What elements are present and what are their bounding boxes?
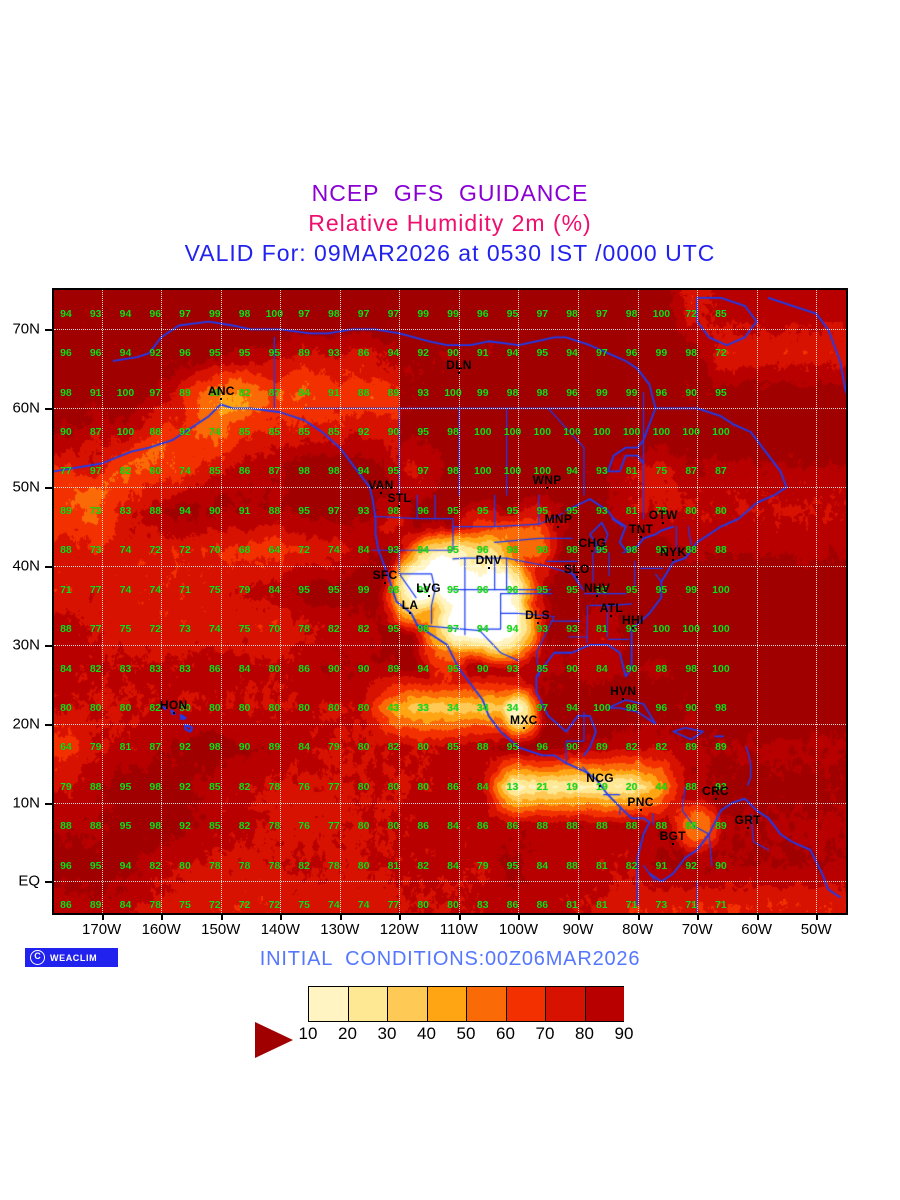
lon-tick-label: 80W (622, 921, 653, 938)
lat-tick (45, 408, 52, 411)
colorbar-tick-label: 80 (575, 1024, 594, 1043)
weaclim-label: WEACLIM (50, 952, 98, 963)
lon-tick-label: 100W (498, 921, 539, 938)
colorbar-segment[interactable] (466, 986, 506, 1022)
lon-tick (697, 913, 700, 920)
colorbar-segment[interactable] (426, 986, 466, 1022)
lon-tick (458, 913, 461, 920)
lat-tick-label: 20N (12, 715, 40, 733)
colorbar-tick-label: 10 (298, 1024, 318, 1043)
weaclim-logo: C WEACLIM (25, 948, 118, 967)
humidity-raster (54, 290, 846, 913)
colorbar-tick-label: 50 (456, 1024, 476, 1043)
lat-tick (45, 802, 52, 805)
lon-tick-label: 110W (439, 921, 478, 938)
lon-tick (220, 913, 223, 920)
lon-tick-label: 140W (260, 921, 300, 938)
lon-tick (280, 913, 283, 920)
lon-tick-label: 160W (141, 921, 181, 938)
lat-tick-label: 30N (12, 636, 40, 654)
lon-tick (756, 913, 759, 920)
lat-tick-label: 10N (12, 794, 40, 812)
colorbar[interactable]: 10 20 30 40 50 60 70 80 90 (255, 986, 675, 1058)
lat-tick-label: 60N (12, 399, 40, 417)
initial-conditions-label: INITIAL CONDITIONS:00Z06MAR2026 (259, 948, 641, 970)
lon-tick (161, 913, 164, 920)
lat-tick-label: 40N (12, 557, 40, 575)
lat-tick-label: EQ (18, 872, 40, 890)
lat-tick (45, 723, 52, 726)
lat-tick (45, 329, 52, 332)
lon-tick-label: 170W (82, 921, 122, 938)
lon-tick (518, 913, 521, 920)
valid-time-label: VALID For: 09MAR2026 at 0530 IST /0000 U… (184, 240, 716, 266)
colorbar-max-arrow (255, 1022, 675, 1058)
colorbar-segment[interactable] (505, 986, 545, 1022)
colorbar-segment[interactable] (545, 986, 585, 1022)
colorbar-tick-label: 70 (535, 1024, 555, 1043)
map-plot-area[interactable]: 94 93 94 96 97 99 98 100 97 98 97 97 99 99 96 95 97 98 97 9… (52, 288, 848, 915)
lon-tick-label: 150W (201, 921, 241, 938)
colorbar-min-arrow (255, 986, 675, 1022)
lon-tick-label: 90W (562, 921, 594, 938)
lon-tick-label: 130W (320, 921, 360, 938)
colorbar-tick-label: 20 (338, 1024, 357, 1043)
title-block: NCEP GFS GUIDANCE Relative Humidity 2m (… (0, 178, 900, 268)
lat-tick-label: 70N (12, 320, 40, 338)
lon-tick (101, 913, 104, 920)
lat-tick-label: 50N (12, 478, 40, 496)
colorbar-segment[interactable] (387, 986, 427, 1022)
lat-tick (45, 487, 52, 490)
lon-tick-label: 60W (741, 921, 773, 938)
lon-tick (578, 913, 581, 920)
lat-tick (45, 566, 52, 568)
copyright-icon: C (30, 950, 45, 965)
lat-tick (45, 881, 52, 884)
page-title: NCEP GFS GUIDANCE (311, 180, 589, 206)
colorbar-segments (308, 986, 624, 1022)
colorbar-segment[interactable] (584, 986, 624, 1022)
colorbar-tick-label: 90 (614, 1024, 634, 1043)
colorbar-tick-label: 40 (417, 1024, 436, 1043)
lon-tick-label: 120W (379, 921, 419, 938)
colorbar-tick-label: 30 (377, 1024, 397, 1043)
lon-tick (399, 913, 402, 920)
lon-tick-label: 50W (800, 921, 832, 938)
lon-tick (816, 913, 819, 920)
page-subtitle: Relative Humidity 2m (%) (308, 210, 592, 236)
colorbar-tick-label: 60 (496, 1024, 515, 1043)
lon-tick (637, 913, 640, 920)
lat-tick (45, 644, 52, 647)
lon-tick-label: 70W (681, 921, 713, 938)
colorbar-segment[interactable] (308, 986, 348, 1022)
colorbar-segment[interactable] (347, 986, 387, 1022)
lon-tick (339, 913, 342, 920)
